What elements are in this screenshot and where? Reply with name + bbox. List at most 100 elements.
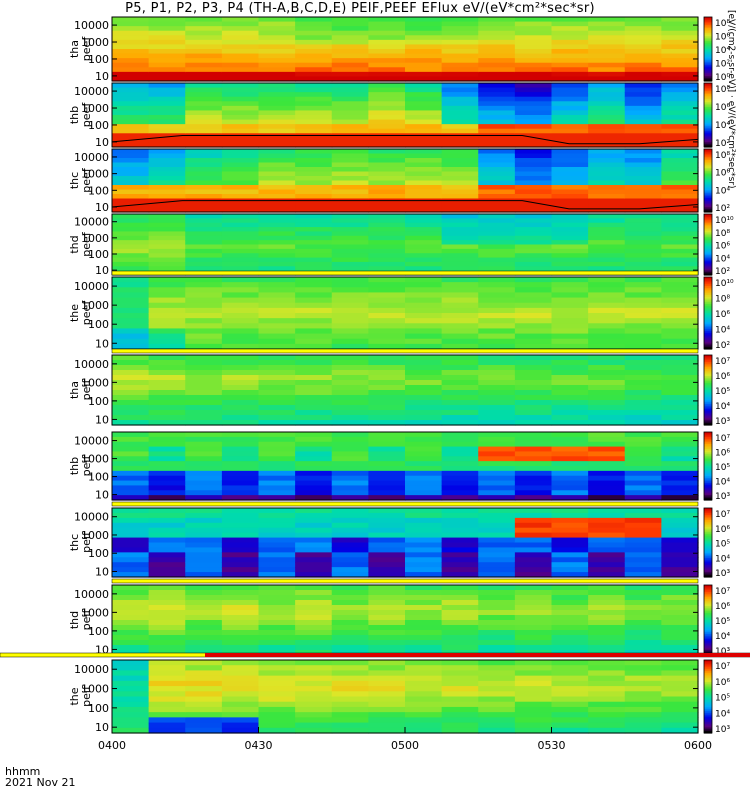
colorbar-segment [704,343,712,346]
heatmap-cell [368,470,406,477]
heatmap-cell [112,297,150,304]
heatmap-cell [221,180,260,186]
heatmap-cell [624,446,662,453]
colorbar-segment [704,132,712,135]
heatmap-cell [441,96,479,102]
heatmap-cell [368,585,406,591]
heatmap-cell [185,365,223,371]
heatmap-cell [295,475,333,482]
heatmap-cell [185,355,223,361]
heatmap-cell [588,158,626,164]
heatmap-cell [661,675,699,682]
colorbar-segment [704,31,712,34]
heatmap-cell [478,390,516,396]
heatmap-cell [368,480,406,487]
heatmap-cell [148,277,186,283]
heatmap-cell [295,585,333,591]
heatmap-cell [405,660,443,666]
heatmap-cell [185,180,223,186]
heatmap-cell [588,456,626,462]
heatmap-cell [148,432,186,438]
heatmap-cell [295,441,333,448]
heatmap-cell [368,194,406,200]
heatmap-cell [441,552,479,558]
heatmap-cell [588,222,626,228]
heatmap-cell [221,485,260,491]
heatmap-cell [405,235,443,241]
heatmap-cell [185,436,223,443]
heatmap-cell [258,30,296,36]
heatmap-cell [148,266,186,272]
heatmap-cell [331,333,369,340]
heatmap-cell [478,542,516,549]
heatmap-cell [441,375,479,381]
heatmap-cell [551,360,589,366]
colorbar-segment [704,491,712,494]
heatmap-cell [258,261,296,267]
heatmap-cell [441,605,479,611]
heatmap-cell [478,158,516,164]
heatmap-cell [405,446,443,453]
heatmap-cell [478,142,516,148]
colorbar-segment [704,143,712,146]
heatmap-cell [258,277,296,283]
heatmap-cell [258,446,296,453]
heatmap-cell [221,235,260,241]
y-tick-label: 10 [95,566,109,579]
heatmap-cell [624,595,662,601]
heatmap-cell [295,532,333,539]
heatmap-cell [185,480,223,487]
colorbar-segment [704,547,712,550]
colorbar-tick-label: 10⁴ [715,326,730,336]
heatmap-cell [331,30,369,36]
heatmap-cell [368,446,406,453]
heatmap-cell [551,595,589,601]
colorbar-segment [704,115,712,118]
heatmap-cell [295,562,333,568]
heatmap-cell [478,218,516,224]
heatmap-cell [258,49,296,55]
heatmap-cell [148,701,186,708]
colorbar-segment [704,200,712,204]
heatmap-cell [331,365,369,371]
colorbar-segment [704,397,712,400]
heatmap-cell [112,600,150,606]
heatmap-cell [258,645,296,651]
heatmap-cell [221,49,260,55]
colorbar-segment [704,391,712,395]
y-tick-label: 100 [88,318,109,331]
heatmap-cell [185,297,223,304]
heatmap-cell [661,297,699,304]
heatmap-cell [295,451,333,457]
heatmap-cell [514,495,553,501]
heatmap-cell [185,110,223,116]
colorbar-segment [704,215,712,218]
colorbar-segment [704,570,712,573]
heatmap-cell [661,214,699,219]
sc-potential-line [111,200,699,210]
heatmap-cell [221,490,260,496]
colorbar-segment [704,113,712,116]
heatmap-cell [478,605,516,611]
heatmap-cell [295,508,333,514]
colorbar-tick-label: 10⁶ [715,33,730,43]
heatmap-cell [441,495,479,501]
heatmap-cell [258,153,296,159]
colorbar-segment [704,374,712,377]
heatmap-cell [661,595,699,601]
heatmap-cell [221,222,260,228]
heatmap-cell [514,189,553,195]
heatmap-cell [405,410,443,416]
colorbar-segment [704,532,712,535]
colorbar-segment [704,727,712,730]
heatmap-cell [295,537,333,544]
heatmap-cell [514,680,553,687]
heatmap-cell [258,466,296,472]
heatmap-cell [112,585,150,591]
heatmap-cell [478,302,516,309]
heatmap-cell [551,380,589,386]
colorbar-segment [704,152,712,155]
colorbar-segment [704,460,712,464]
heatmap-cell [148,466,186,472]
